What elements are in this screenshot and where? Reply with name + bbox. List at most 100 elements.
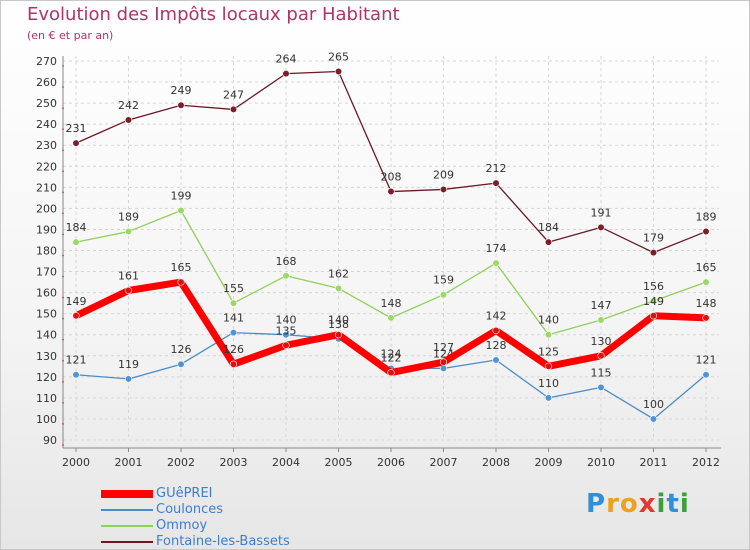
y-tick-label: 220 xyxy=(36,160,57,173)
data-label: 189 xyxy=(696,211,717,224)
data-point xyxy=(124,116,133,124)
y-tick-label: 190 xyxy=(36,223,57,236)
x-tick-label: 2010 xyxy=(587,456,615,469)
data-label: 122 xyxy=(381,352,402,365)
x-tick-label: 2011 xyxy=(640,456,668,469)
x-tick-label: 2003 xyxy=(220,456,248,469)
y-tick-label: 90 xyxy=(43,434,57,447)
data-label: 115 xyxy=(591,366,612,379)
data-point xyxy=(72,238,80,246)
data-label: 100 xyxy=(643,398,664,411)
data-label: 189 xyxy=(118,211,139,224)
y-axis-minor-tick xyxy=(62,275,64,278)
y-axis-minor-tick xyxy=(62,444,64,446)
y-axis-minor-tick xyxy=(62,296,64,299)
legend-swatch xyxy=(101,541,153,543)
x-tick-label: 2004 xyxy=(272,456,300,469)
data-point xyxy=(334,331,343,339)
data-label: 162 xyxy=(328,267,349,280)
data-point xyxy=(229,105,238,114)
x-tick-label: 2008 xyxy=(482,456,510,469)
data-point xyxy=(544,394,553,402)
data-point xyxy=(282,70,290,78)
y-tick-label: 140 xyxy=(36,329,57,342)
data-label: 242 xyxy=(118,99,139,112)
data-point xyxy=(229,360,238,368)
y-axis-minor-tick xyxy=(62,359,64,362)
data-label: 127 xyxy=(433,341,454,354)
x-tick-label: 2006 xyxy=(377,456,405,469)
y-axis-minor-tick xyxy=(62,212,64,215)
data-label: 265 xyxy=(328,51,349,64)
data-label: 135 xyxy=(276,324,297,337)
data-point xyxy=(177,101,185,109)
data-point xyxy=(492,326,500,335)
y-axis-minor-tick xyxy=(62,338,64,341)
data-label: 155 xyxy=(223,282,244,295)
y-tick-label: 170 xyxy=(36,266,57,279)
data-point xyxy=(649,297,658,305)
data-label: 124 xyxy=(381,347,402,360)
data-label: 141 xyxy=(223,312,244,325)
data-point xyxy=(124,375,133,383)
x-tick-label: 2007 xyxy=(430,456,458,469)
data-point xyxy=(649,415,658,423)
data-label: 140 xyxy=(538,314,559,327)
data-point xyxy=(387,369,395,377)
data-label: 168 xyxy=(276,255,297,268)
data-point xyxy=(597,383,605,391)
data-point xyxy=(544,331,553,339)
y-tick-label: 270 xyxy=(36,55,57,68)
data-point xyxy=(177,360,185,368)
data-point xyxy=(387,314,395,322)
x-tick-label: 2012 xyxy=(692,456,720,469)
data-point xyxy=(597,316,605,324)
y-tick-label: 100 xyxy=(36,413,57,426)
data-label: 249 xyxy=(171,84,192,97)
x-tick-label: 2001 xyxy=(115,456,143,469)
data-point xyxy=(334,284,343,293)
data-point xyxy=(597,223,605,231)
data-point xyxy=(282,341,290,349)
x-tick-label: 2000 xyxy=(62,456,90,469)
data-point xyxy=(124,286,133,295)
data-point xyxy=(439,185,448,194)
data-point xyxy=(702,278,710,286)
data-label: 140 xyxy=(276,314,297,327)
data-label: 212 xyxy=(486,162,507,175)
data-label: 140 xyxy=(328,314,349,327)
data-label: 121 xyxy=(696,354,717,367)
data-label: 184 xyxy=(538,221,559,234)
legend-swatch xyxy=(101,525,153,527)
data-point xyxy=(439,358,448,366)
y-tick-label: 260 xyxy=(36,76,57,89)
data-point xyxy=(282,272,290,280)
data-point xyxy=(544,238,553,246)
data-point xyxy=(282,331,290,339)
data-point xyxy=(229,299,238,307)
data-point xyxy=(492,356,500,364)
y-tick-label: 150 xyxy=(36,308,57,321)
logo-letter: r xyxy=(606,489,620,519)
data-label: 159 xyxy=(433,274,454,287)
y-tick-label: 180 xyxy=(36,245,57,258)
y-axis-minor-tick xyxy=(62,191,64,194)
legend-swatch xyxy=(101,490,153,498)
y-axis-minor-tick xyxy=(62,423,64,425)
data-point xyxy=(72,139,80,147)
data-label: 231 xyxy=(66,122,87,135)
data-point xyxy=(597,352,605,360)
data-label: 148 xyxy=(696,297,717,310)
y-tick-label: 240 xyxy=(36,118,57,131)
data-point xyxy=(72,371,80,379)
y-tick-label: 210 xyxy=(36,181,57,194)
y-axis-minor-tick xyxy=(62,65,64,67)
data-point xyxy=(702,314,710,322)
data-point xyxy=(649,249,658,257)
data-label: 130 xyxy=(591,335,612,348)
data-label: 148 xyxy=(381,297,402,310)
x-tick-label: 2009 xyxy=(535,456,563,469)
data-label: 208 xyxy=(381,171,402,184)
y-axis-minor-tick xyxy=(62,401,64,404)
